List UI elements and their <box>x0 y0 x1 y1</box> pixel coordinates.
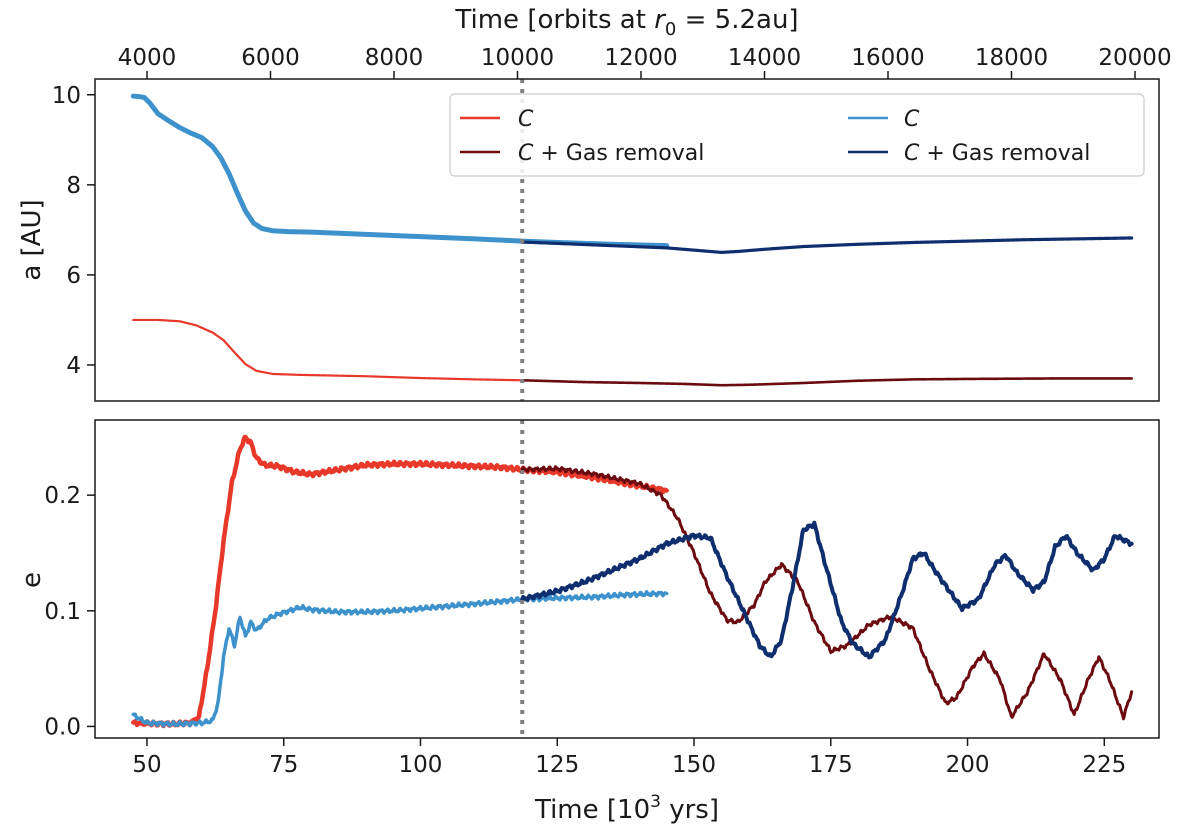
top-series-group <box>130 93 1134 387</box>
top-y-tick-label: 6 <box>66 263 81 289</box>
bottom-x-tick-label: 125 <box>535 752 579 778</box>
top-secondary-x-tick-label: 4000 <box>118 45 177 71</box>
bottom-series-line <box>131 434 669 729</box>
top-panel: 4 6 8 10 4000 6000 8000 10000 12000 14000 16000 18… <box>17 5 1172 402</box>
top-secondary-x-tick-label: 10000 <box>481 45 554 71</box>
top-y-tick-label: 10 <box>52 83 81 109</box>
legend: C C + Gas removal C C + Gas removal <box>449 93 1145 177</box>
legend-box <box>449 93 1145 177</box>
legend-entry: C + Gas removal <box>460 141 704 166</box>
top-series-line <box>520 377 1133 387</box>
top-series-line <box>132 318 524 382</box>
bottom-panel: 0.0 0.1 0.2 50 75 100 125 150 175 200 225 Time [1… <box>17 419 1160 825</box>
legend-entry: C + Gas removal <box>848 141 1090 166</box>
top-secondary-x-tick-label: 16000 <box>851 45 924 71</box>
bottom-x-tick-label: 100 <box>399 752 443 778</box>
legend-entry: C <box>460 107 534 132</box>
top-secondary-x-tick-label: 8000 <box>365 45 424 71</box>
bottom-x-tick-label: 150 <box>672 752 716 778</box>
top-y-tick-label: 4 <box>66 353 81 379</box>
top-series-line <box>520 236 1134 254</box>
bottom-x-ticks: 50 75 100 125 150 175 200 225 <box>132 738 1126 778</box>
legend-label: C <box>904 107 920 132</box>
bottom-series-group <box>131 434 1134 729</box>
top-y-tick-label: 8 <box>66 173 81 199</box>
bottom-x-tick-label: 50 <box>132 752 161 778</box>
bottom-x-tick-label: 75 <box>269 752 298 778</box>
bottom-y-ticks: 0.0 0.1 0.2 <box>44 483 95 740</box>
top-secondary-x-tick-label: 12000 <box>604 45 677 71</box>
legend-label: C + Gas removal <box>518 141 704 166</box>
bottom-x-tick-label: 225 <box>1082 752 1126 778</box>
bottom-x-tick-label: 175 <box>809 752 853 778</box>
top-secondary-x-tick-label: 14000 <box>728 45 801 71</box>
top-x-ticks: 4000 6000 8000 10000 12000 14000 16000 18000 200… <box>118 45 1172 79</box>
legend-label: C <box>518 107 534 132</box>
top-secondary-x-tick-label: 20000 <box>1098 45 1171 71</box>
top-axis-title: Time [orbits at r0 = 5.2au] <box>454 5 798 40</box>
bottom-x-tick-label: 200 <box>946 752 990 778</box>
top-y-axis-title: a [AU] <box>17 199 47 280</box>
legend-label: C + Gas removal <box>904 141 1090 166</box>
legend-entry: C <box>848 107 920 132</box>
top-y-ticks: 4 6 8 10 <box>52 83 95 379</box>
bottom-y-tick-label: 0.0 <box>44 714 81 740</box>
bottom-series-line <box>131 590 669 728</box>
top-secondary-x-tick-label: 18000 <box>975 45 1048 71</box>
bottom-y-axis-title: e <box>17 572 47 588</box>
bottom-y-tick-label: 0.2 <box>44 483 81 509</box>
bottom-series-line <box>520 465 1134 721</box>
top-axes-frame <box>94 78 1160 402</box>
bottom-x-axis-title: Time [103 yrs] <box>534 792 719 825</box>
top-secondary-x-tick-label: 6000 <box>241 45 300 71</box>
bottom-y-tick-label: 0.1 <box>44 599 81 625</box>
bottom-axes-frame <box>94 419 1160 739</box>
bottom-series-line <box>520 520 1134 660</box>
